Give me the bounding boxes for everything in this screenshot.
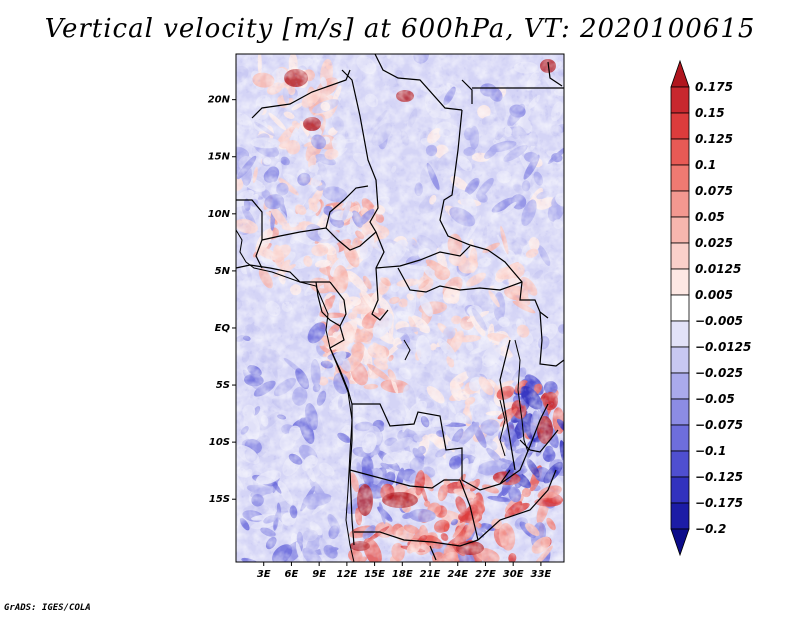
lat-tick-label: 15N [208, 152, 231, 163]
velocity-field [236, 54, 564, 562]
colorbar-swatch [670, 450, 690, 478]
colorbar-label: −0.075 [695, 418, 743, 432]
colorbar-swatch [670, 86, 690, 114]
colorbar-bottom-arrow [670, 528, 690, 557]
colorbar-label: −0.0125 [695, 340, 751, 354]
grads-credit: GrADS: IGES/COLA [4, 603, 91, 613]
lon-tick-label: 21E [420, 569, 441, 580]
colorbar-label: 0.125 [695, 132, 733, 146]
map-title: Vertical velocity [m/s] at 600hPa, VT: 2… [44, 14, 756, 44]
lat-tick-label: 5N [215, 266, 231, 277]
colorbar-swatch [670, 138, 690, 166]
plot-frame [235, 53, 565, 563]
lon-tick-label: 27E [475, 569, 496, 580]
colorbar-label: −0.2 [695, 522, 726, 536]
colorbar-swatch [670, 372, 690, 400]
lat-tick-label: 15S [209, 494, 230, 505]
latitude-axis: 20N 15N 10N 5N EQ 5S 10S 15S [208, 95, 236, 505]
colorbar-swatch [670, 294, 690, 322]
colorbar-swatch [670, 112, 690, 140]
lon-tick-label: 3E [257, 569, 271, 580]
lon-tick-label: 30E [503, 569, 524, 580]
colorbar-swatch [670, 190, 690, 218]
colorbar-label: 0.15 [695, 106, 725, 120]
lon-tick-label: 15E [364, 569, 385, 580]
colorbar-swatch [670, 476, 690, 504]
colorbar-swatch [670, 164, 690, 192]
colorbar-swatch [670, 242, 690, 270]
coastline [235, 229, 529, 563]
lat-tick-label: 10S [209, 437, 230, 448]
lon-tick-label: 33E [531, 569, 552, 580]
colorbar-swatch [670, 216, 690, 244]
lon-tick-label: 24E [447, 569, 468, 580]
colorbar-label: −0.1 [695, 444, 726, 458]
colorbar: 0.175 0.15 0.125 0.1 0.075 0.05 0.025 0.0125 0.0… [670, 59, 751, 557]
colorbar-label: −0.175 [695, 496, 743, 510]
colorbar-swatch [670, 424, 690, 452]
lat-tick-label: 20N [208, 95, 231, 106]
colorbar-label: 0.175 [695, 80, 733, 94]
colorbar-swatch [670, 346, 690, 374]
colorbar-swatch [670, 502, 690, 530]
colorbar-label: −0.125 [695, 470, 743, 484]
lon-tick-label: 9E [312, 569, 326, 580]
lon-tick-label: 18E [392, 569, 413, 580]
colorbar-top-arrow [670, 59, 690, 88]
colorbar-label: 0.025 [695, 236, 733, 250]
colorbar-label: 0.0125 [695, 262, 741, 276]
colorbar-label: −0.005 [695, 314, 743, 328]
lat-tick-label: EQ [215, 323, 231, 334]
lon-tick-label: 6E [285, 569, 299, 580]
colorbar-swatch [670, 268, 690, 296]
colorbar-label: 0.05 [695, 210, 725, 224]
colorbar-label: 0.075 [695, 184, 733, 198]
colorbar-swatch [670, 398, 690, 426]
colorbar-label: 0.1 [695, 158, 716, 172]
lat-tick-label: 10N [208, 209, 231, 220]
colorbar-label: 0.005 [695, 288, 733, 302]
longitude-axis: 3E 6E 9E 12E 15E 18E 21E 24E 27E 30E 33E [257, 562, 552, 580]
lat-tick-label: 5S [216, 380, 230, 391]
colorbar-swatch [670, 320, 690, 348]
colorbar-label: −0.05 [695, 392, 735, 406]
lon-tick-label: 12E [336, 569, 357, 580]
colorbar-label: −0.025 [695, 366, 743, 380]
